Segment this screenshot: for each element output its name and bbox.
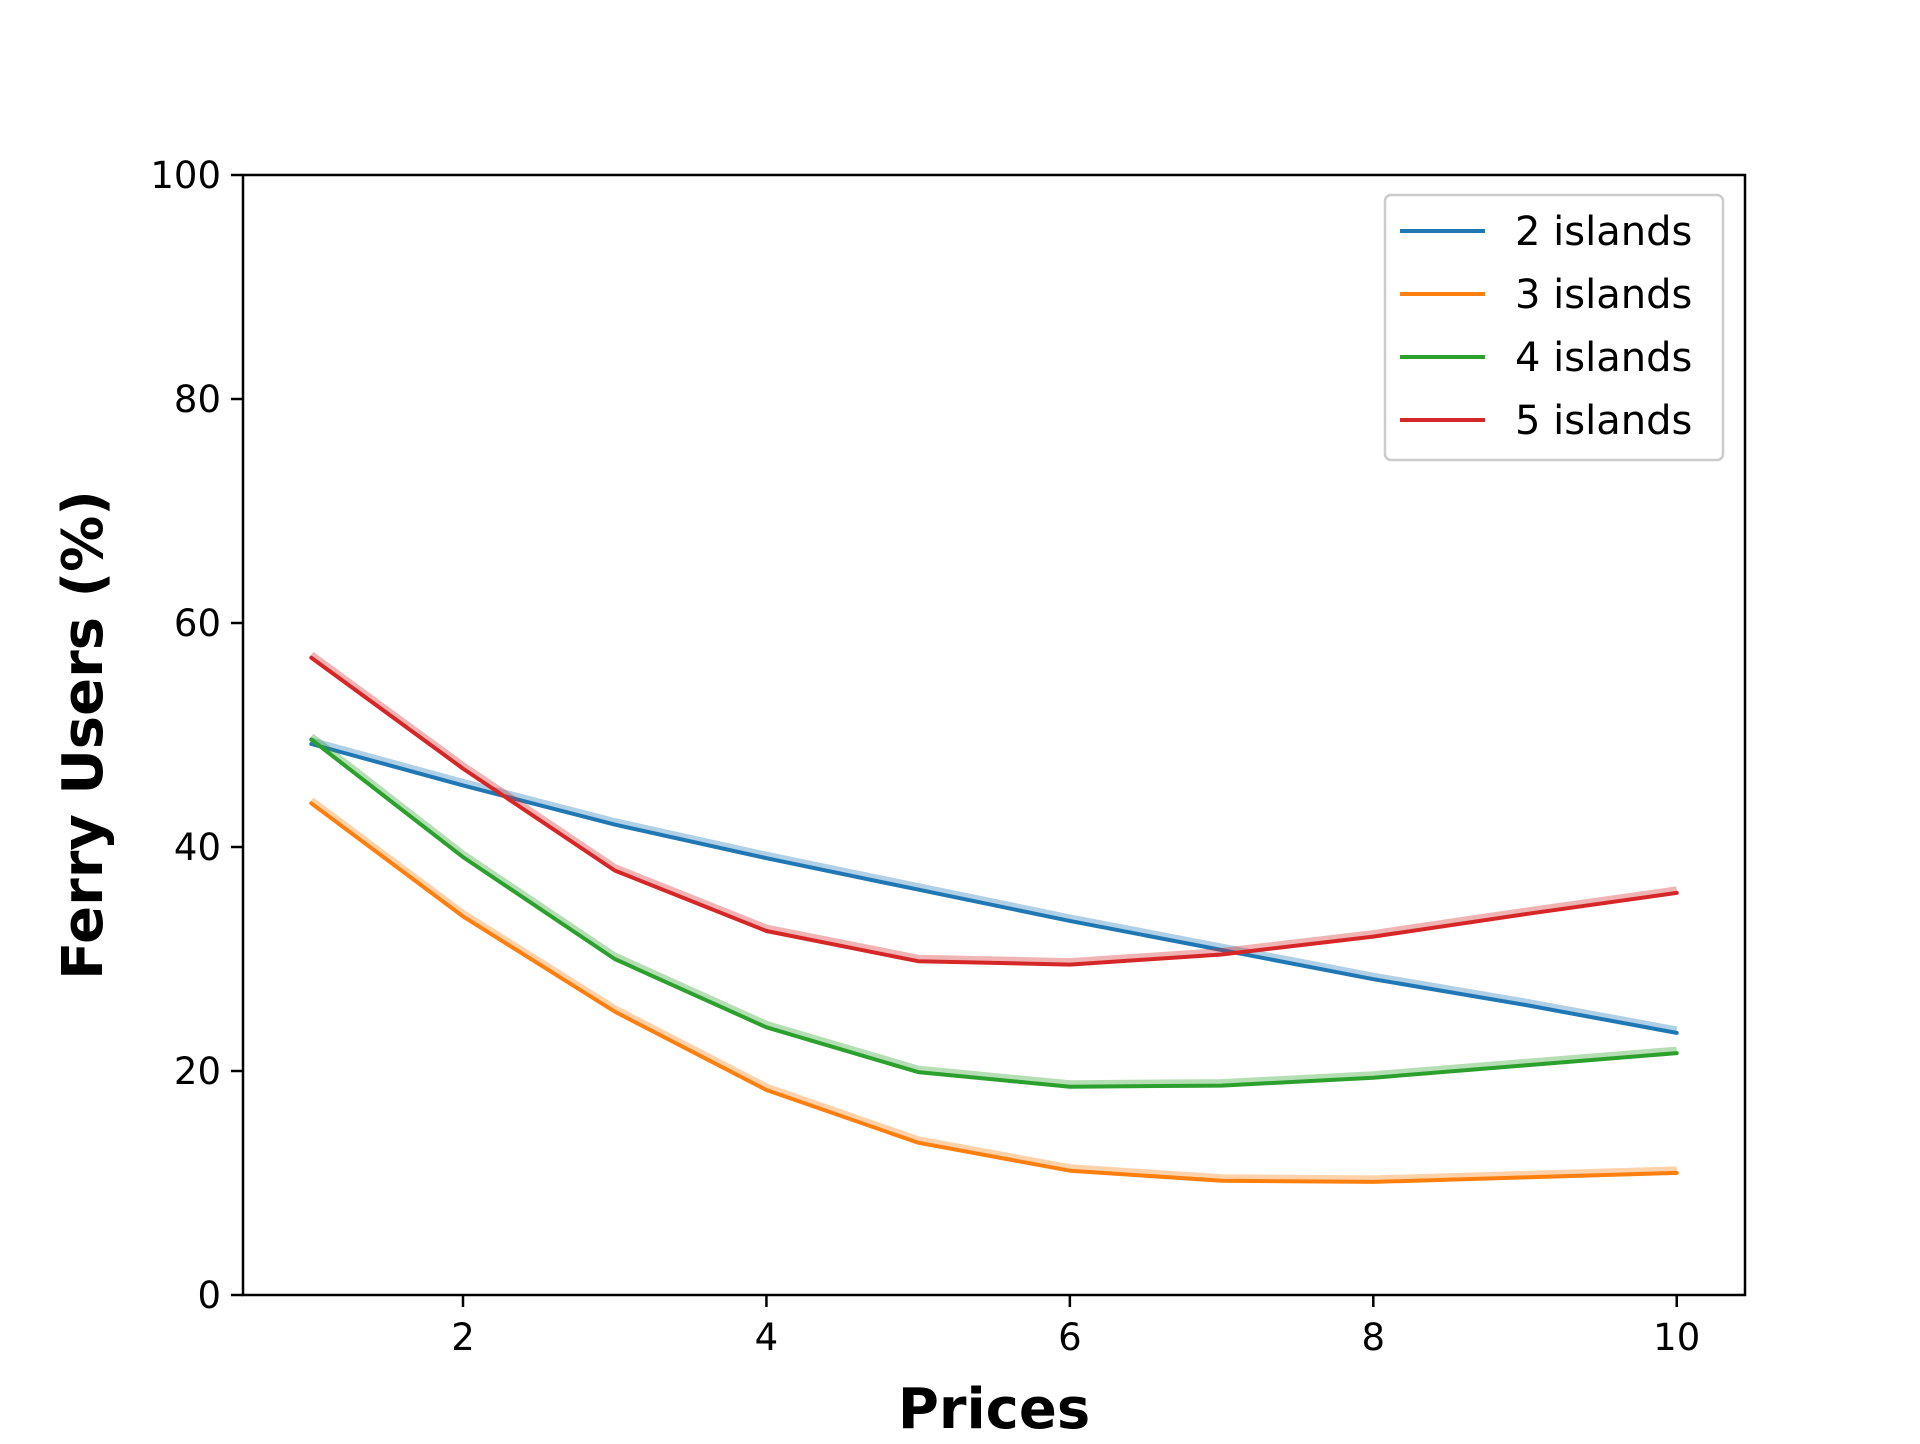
series-band-1 (310, 737, 1678, 1034)
x-tick-label: 6 (1058, 1316, 1082, 1359)
series-line-3 (309, 737, 1679, 1089)
series-line-1 (309, 742, 1679, 1035)
legend: 2 islands 3 islands 4 islands 5 islands (1383, 193, 1725, 462)
y-tick-label: 40 (174, 826, 221, 869)
series-band-2 (309, 797, 1677, 1183)
y-axis-label: Ferry Users (%) (51, 490, 116, 980)
y-tick-label: 80 (174, 378, 221, 421)
series-line-4 (309, 655, 1679, 967)
x-tick-label: 10 (1653, 1316, 1700, 1359)
series-lines (309, 651, 1679, 1184)
y-tick-label: 100 (150, 154, 221, 197)
legend-label: 4 islands (1515, 335, 1692, 381)
y-tick-label: 20 (174, 1050, 221, 1093)
plot-frame (241, 173, 1747, 1297)
x-tick-label: 2 (451, 1316, 475, 1359)
x-axis-label: Prices (898, 1377, 1090, 1440)
legend-label: 2 islands (1515, 209, 1692, 255)
legend-label: 5 islands (1515, 398, 1692, 444)
x-tick-label: 8 (1362, 1316, 1386, 1359)
legend-box (1383, 193, 1725, 462)
y-axis-ticks: 0 20 40 60 80 100 (150, 154, 243, 1317)
y-tick-label: 60 (174, 602, 221, 645)
x-tick-label: 4 (755, 1316, 779, 1359)
legend-label: 3 islands (1515, 272, 1692, 318)
series-band-4 (309, 651, 1678, 966)
y-tick-label: 0 (197, 1274, 221, 1317)
x-axis-ticks: 2 4 6 8 10 (451, 1295, 1700, 1359)
series-band-3 (309, 733, 1677, 1088)
series-line-2 (309, 801, 1679, 1184)
